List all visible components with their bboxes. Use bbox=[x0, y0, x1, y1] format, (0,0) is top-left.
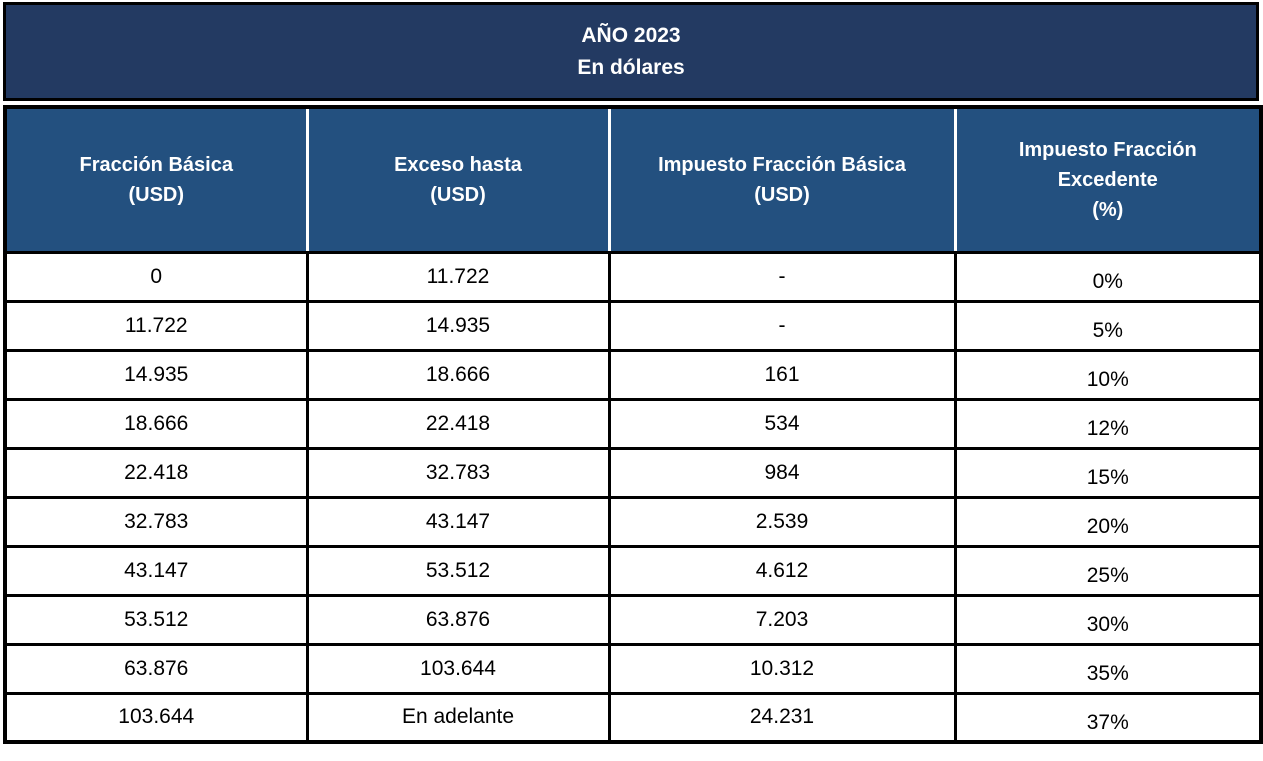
cell-exceso-hasta: 22.418 bbox=[305, 397, 611, 450]
cell-impuesto-excedente: 5% bbox=[953, 299, 1263, 352]
col-header-label: Excedente bbox=[1057, 168, 1158, 191]
cell-fraccion-basica: 0 bbox=[3, 250, 309, 303]
cell-impuesto-basica: 7.203 bbox=[607, 593, 957, 646]
col-header-label: Exceso hasta bbox=[394, 153, 522, 176]
cell-impuesto-excedente: 25% bbox=[953, 544, 1263, 597]
cell-exceso-hasta: 32.783 bbox=[305, 446, 611, 499]
cell-impuesto-excedente: 12% bbox=[953, 397, 1263, 450]
cell-fraccion-basica: 53.512 bbox=[3, 593, 309, 646]
cell-fraccion-basica: 103.644 bbox=[3, 691, 309, 744]
col-header-label: Impuesto Fracción bbox=[1018, 138, 1197, 161]
brackets-table: Fracción Básica (USD) Exceso hasta (USD)… bbox=[3, 105, 1263, 744]
col-header-fraccion-basica: Fracción Básica (USD) bbox=[3, 105, 309, 254]
cell-fraccion-basica: 11.722 bbox=[3, 299, 309, 352]
cell-impuesto-excedente: 10% bbox=[953, 348, 1263, 401]
cell-fraccion-basica: 14.935 bbox=[3, 348, 309, 401]
cell-impuesto-basica: 534 bbox=[607, 397, 957, 450]
table-row: 63.876 103.644 10.312 35% bbox=[3, 642, 1263, 695]
cell-exceso-hasta: 14.935 bbox=[305, 299, 611, 352]
cell-impuesto-excedente: 30% bbox=[953, 593, 1263, 646]
cell-fraccion-basica: 22.418 bbox=[3, 446, 309, 499]
cell-exceso-hasta: 43.147 bbox=[305, 495, 611, 548]
cell-fraccion-basica: 43.147 bbox=[3, 544, 309, 597]
table-row: 103.644 En adelante 24.231 37% bbox=[3, 691, 1263, 744]
table-row: 32.783 43.147 2.539 20% bbox=[3, 495, 1263, 548]
col-header-unit: (USD) bbox=[754, 183, 810, 206]
table-title-band: AÑO 2023 En dólares bbox=[3, 2, 1259, 101]
table-row: 53.512 63.876 7.203 30% bbox=[3, 593, 1263, 646]
col-header-label: Fracción Básica bbox=[79, 153, 233, 176]
cell-impuesto-excedente: 37% bbox=[953, 691, 1263, 744]
cell-exceso-hasta: 18.666 bbox=[305, 348, 611, 401]
cell-impuesto-basica: 984 bbox=[607, 446, 957, 499]
cell-impuesto-basica: 2.539 bbox=[607, 495, 957, 548]
cell-impuesto-excedente: 0% bbox=[953, 250, 1263, 303]
col-header-impuesto-fraccion-basica: Impuesto Fracción Básica (USD) bbox=[607, 105, 957, 254]
title-currency: En dólares bbox=[577, 55, 685, 79]
cell-impuesto-basica: 161 bbox=[607, 348, 957, 401]
table-row: 14.935 18.666 161 10% bbox=[3, 348, 1263, 401]
cell-impuesto-basica: - bbox=[607, 250, 957, 303]
cell-impuesto-excedente: 20% bbox=[953, 495, 1263, 548]
header-row: Fracción Básica (USD) Exceso hasta (USD)… bbox=[3, 105, 1263, 254]
cell-fraccion-basica: 63.876 bbox=[3, 642, 309, 695]
table-row: 11.722 14.935 - 5% bbox=[3, 299, 1263, 352]
col-header-unit: (%) bbox=[1092, 198, 1124, 221]
cell-impuesto-basica: - bbox=[607, 299, 957, 352]
table-row: 0 11.722 - 0% bbox=[3, 250, 1263, 303]
col-header-exceso-hasta: Exceso hasta (USD) bbox=[305, 105, 611, 254]
cell-fraccion-basica: 18.666 bbox=[3, 397, 309, 450]
col-header-unit: (USD) bbox=[128, 183, 185, 206]
cell-impuesto-excedente: 35% bbox=[953, 642, 1263, 695]
cell-fraccion-basica: 32.783 bbox=[3, 495, 309, 548]
cell-exceso-hasta: 53.512 bbox=[305, 544, 611, 597]
cell-exceso-hasta: En adelante bbox=[305, 691, 611, 744]
col-header-unit: (USD) bbox=[430, 183, 486, 206]
cell-impuesto-excedente: 15% bbox=[953, 446, 1263, 499]
title-year: AÑO 2023 bbox=[581, 23, 681, 47]
cell-exceso-hasta: 63.876 bbox=[305, 593, 611, 646]
cell-exceso-hasta: 103.644 bbox=[305, 642, 611, 695]
table-row: 22.418 32.783 984 15% bbox=[3, 446, 1263, 499]
cell-impuesto-basica: 10.312 bbox=[607, 642, 957, 695]
cell-exceso-hasta: 11.722 bbox=[305, 250, 611, 303]
cell-impuesto-basica: 4.612 bbox=[607, 544, 957, 597]
tax-bracket-table: AÑO 2023 En dólares Fracción Básica (USD… bbox=[3, 2, 1263, 744]
table-row: 43.147 53.512 4.612 25% bbox=[3, 544, 1263, 597]
col-header-impuesto-fraccion-excedente: Impuesto Fracción Excedente (%) bbox=[953, 105, 1263, 254]
table-row: 18.666 22.418 534 12% bbox=[3, 397, 1263, 450]
cell-impuesto-basica: 24.231 bbox=[607, 691, 957, 744]
col-header-label: Impuesto Fracción Básica bbox=[658, 153, 906, 176]
